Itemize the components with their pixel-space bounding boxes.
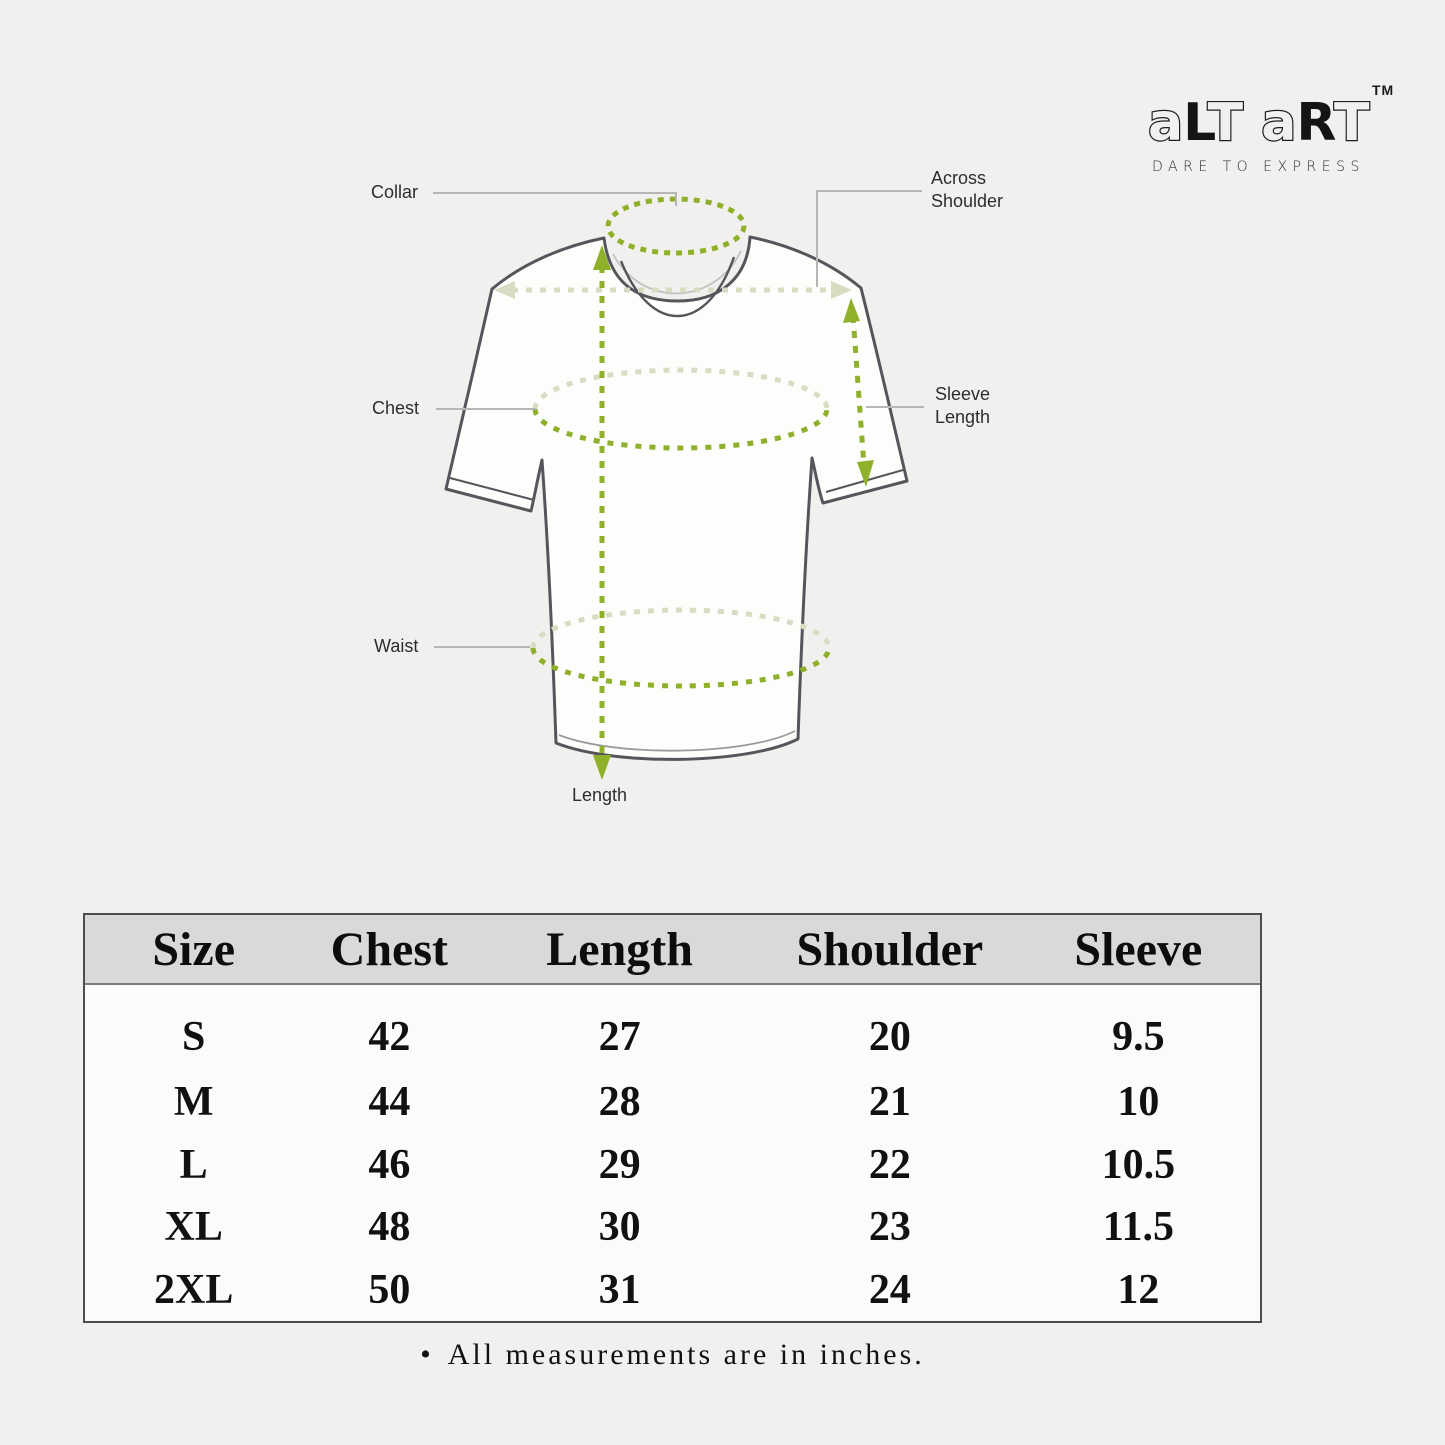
value-cell: 20	[868, 1014, 911, 1061]
logo-wordmark: aLT aRT	[1148, 92, 1371, 154]
left-cuff-line	[449, 477, 535, 501]
logo-wordmark-text: aLT aRT	[1148, 93, 1370, 153]
size-cell: XL	[164, 1204, 223, 1251]
value-cell: 21	[868, 1079, 911, 1126]
across-shoulder-arrow-right	[831, 281, 852, 299]
tshirt-outline	[444, 235, 909, 761]
value-cell: 27	[598, 1014, 641, 1061]
neck-back-line	[612, 250, 742, 295]
size-cell: 2XL	[154, 1266, 234, 1313]
size-table-container: Size Chest Length Shoulder Sleeve S 42 27 20 9.5…	[83, 913, 1262, 1323]
table-row: L 46 29 22 10.5	[85, 1134, 1260, 1196]
value-cell: 22	[868, 1141, 911, 1188]
value-cell: 28	[598, 1079, 641, 1126]
logo-letter: a	[1148, 93, 1183, 153]
table-row: 2XL 50 31 24 12	[85, 1259, 1260, 1321]
table-row: M 44 28 21 10	[85, 1071, 1260, 1133]
waist-measure-bottom	[530, 647, 832, 689]
hem-line	[558, 730, 796, 752]
waist-label: Waist	[374, 636, 419, 656]
value-cell: 24	[868, 1266, 911, 1313]
neck-band-line	[619, 256, 736, 318]
measurements-note-text: All measurements are in inches.	[447, 1338, 925, 1371]
length-label: Length	[572, 785, 628, 805]
column-header: Size	[85, 915, 303, 985]
length-arrow-top	[593, 245, 611, 270]
value-cell: 29	[598, 1141, 641, 1188]
value-cell: 23	[868, 1204, 911, 1251]
brand-logo: aLT aRT TM DARE TO EXPRESS	[1148, 82, 1408, 175]
column-header: Length	[476, 915, 763, 985]
value-cell: 31	[598, 1266, 641, 1313]
sleeve-length-label: Sleeve Length	[935, 384, 991, 427]
size-table-header-row: Size Chest Length Shoulder Sleeve	[85, 915, 1260, 985]
chest-measure-top	[532, 367, 830, 410]
collar-label: Collar	[371, 182, 419, 202]
column-header: Chest	[302, 915, 477, 985]
sleeve-arrow-bottom	[857, 460, 874, 487]
size-cell: L	[179, 1141, 208, 1188]
value-cell: 50	[368, 1266, 411, 1313]
sleeve-arrow-top	[843, 298, 860, 323]
table-row: XL 48 30 23 11.5	[85, 1196, 1260, 1258]
across-shoulder-leader-line	[816, 190, 922, 287]
chest-measure-bottom	[532, 408, 830, 451]
column-header: Sleeve	[1016, 915, 1260, 985]
bullet-point: •	[420, 1338, 434, 1371]
table-row: S 42 27 20 9.5	[85, 984, 1260, 1071]
value-cell: 10.5	[1101, 1141, 1176, 1188]
collar-measure-ellipse	[605, 196, 747, 256]
sleeve-measure-line	[850, 315, 867, 467]
value-cell: 11.5	[1102, 1204, 1174, 1251]
brand-tagline: DARE TO EXPRESS	[1152, 159, 1365, 175]
value-cell: 12	[1117, 1266, 1160, 1313]
across-shoulder-arrow-left	[494, 281, 515, 299]
tshirt-measurement-diagram	[433, 190, 924, 780]
collar-leader-line	[433, 192, 677, 206]
trademark-symbol: TM	[1372, 82, 1395, 98]
chest-label: Chest	[372, 398, 420, 418]
size-cell: S	[182, 1014, 206, 1061]
value-cell: 42	[368, 1014, 411, 1061]
value-cell: 9.5	[1112, 1014, 1165, 1061]
logo-letter: T	[1334, 93, 1370, 153]
across-shoulder-label: Across Shoulder	[931, 168, 1004, 211]
logo-letter: R	[1296, 93, 1335, 153]
value-cell: 30	[598, 1204, 641, 1251]
size-cell: M	[173, 1079, 214, 1126]
length-arrow-bottom	[593, 755, 611, 780]
value-cell: 10	[1117, 1079, 1160, 1126]
value-cell: 44	[368, 1079, 411, 1126]
size-table: Size Chest Length Shoulder Sleeve S 42 27 20 9.5…	[85, 915, 1260, 1321]
value-cell: 46	[368, 1141, 411, 1188]
column-header: Shoulder	[762, 915, 1017, 985]
value-cell: 48	[368, 1204, 411, 1251]
logo-letter: T	[1208, 93, 1244, 153]
waist-measure-top	[530, 607, 832, 649]
size-table-body: S 42 27 20 9.5 M 44 28 21 10 L 46 29 22 10.5 XL 48 30 23 11…	[85, 984, 1260, 1321]
measurements-note: • All measurements are in inches.	[83, 1338, 1262, 1372]
logo-letter: a	[1261, 93, 1296, 153]
